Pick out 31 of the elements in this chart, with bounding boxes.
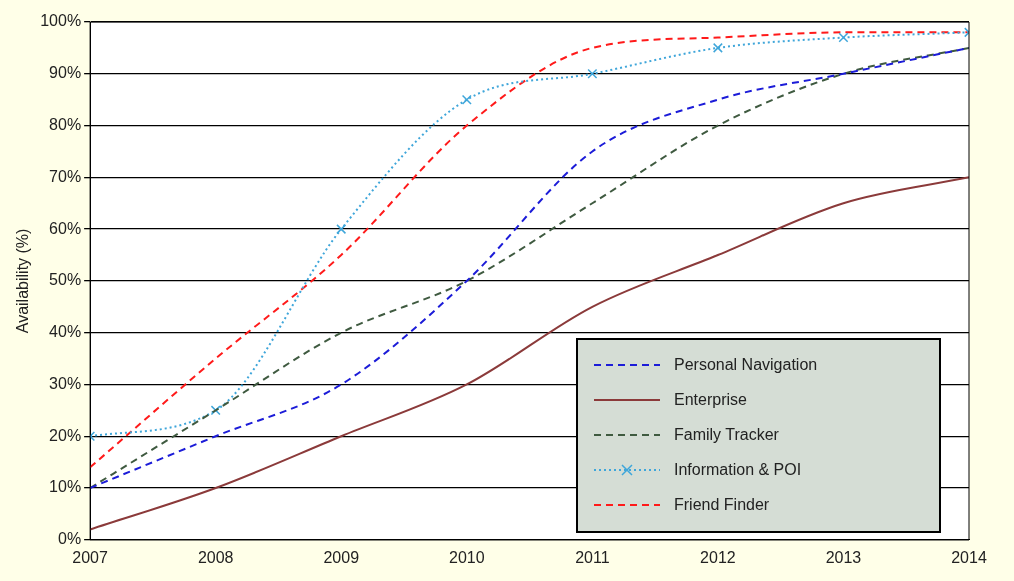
y-tick-label: 30%	[49, 374, 82, 392]
point	[587, 68, 598, 79]
y-tick-label: 90%	[49, 64, 82, 82]
legend-label: Friend Finder	[674, 496, 770, 515]
legend-label: Family Tracker	[674, 426, 779, 445]
point	[712, 42, 723, 53]
x-tick-label: 2010	[448, 548, 485, 566]
y-tick-label: 0%	[58, 530, 82, 548]
y-tick-label: 80%	[49, 115, 82, 133]
x-tick-label: 2008	[197, 548, 234, 566]
point	[461, 94, 472, 105]
y-tick-label: 20%	[49, 426, 82, 444]
point	[336, 224, 347, 235]
x-tick-label: 2011	[575, 548, 610, 566]
y-tick-label: 40%	[49, 323, 82, 341]
legend-label: Information & POI	[674, 461, 802, 480]
point	[210, 405, 221, 416]
x-tick-label: 2014	[951, 548, 987, 566]
x-tick-label: 2012	[700, 548, 736, 566]
x-tick-label: 2013	[825, 548, 862, 566]
y-tick-label: 60%	[49, 219, 82, 237]
point	[838, 32, 849, 43]
y-tick-label: 70%	[49, 167, 82, 185]
x-tick-label: 2009	[323, 548, 360, 566]
x-tick-label: 2007	[72, 548, 109, 566]
y-axis-title: Availability (%)	[14, 228, 32, 334]
legend-label: Personal Navigation	[674, 356, 818, 375]
y-tick-label: 10%	[49, 478, 82, 496]
y-tick-label: 50%	[49, 271, 82, 289]
y-tick-label: 100%	[40, 12, 82, 30]
legend-label: Enterprise	[674, 391, 747, 410]
